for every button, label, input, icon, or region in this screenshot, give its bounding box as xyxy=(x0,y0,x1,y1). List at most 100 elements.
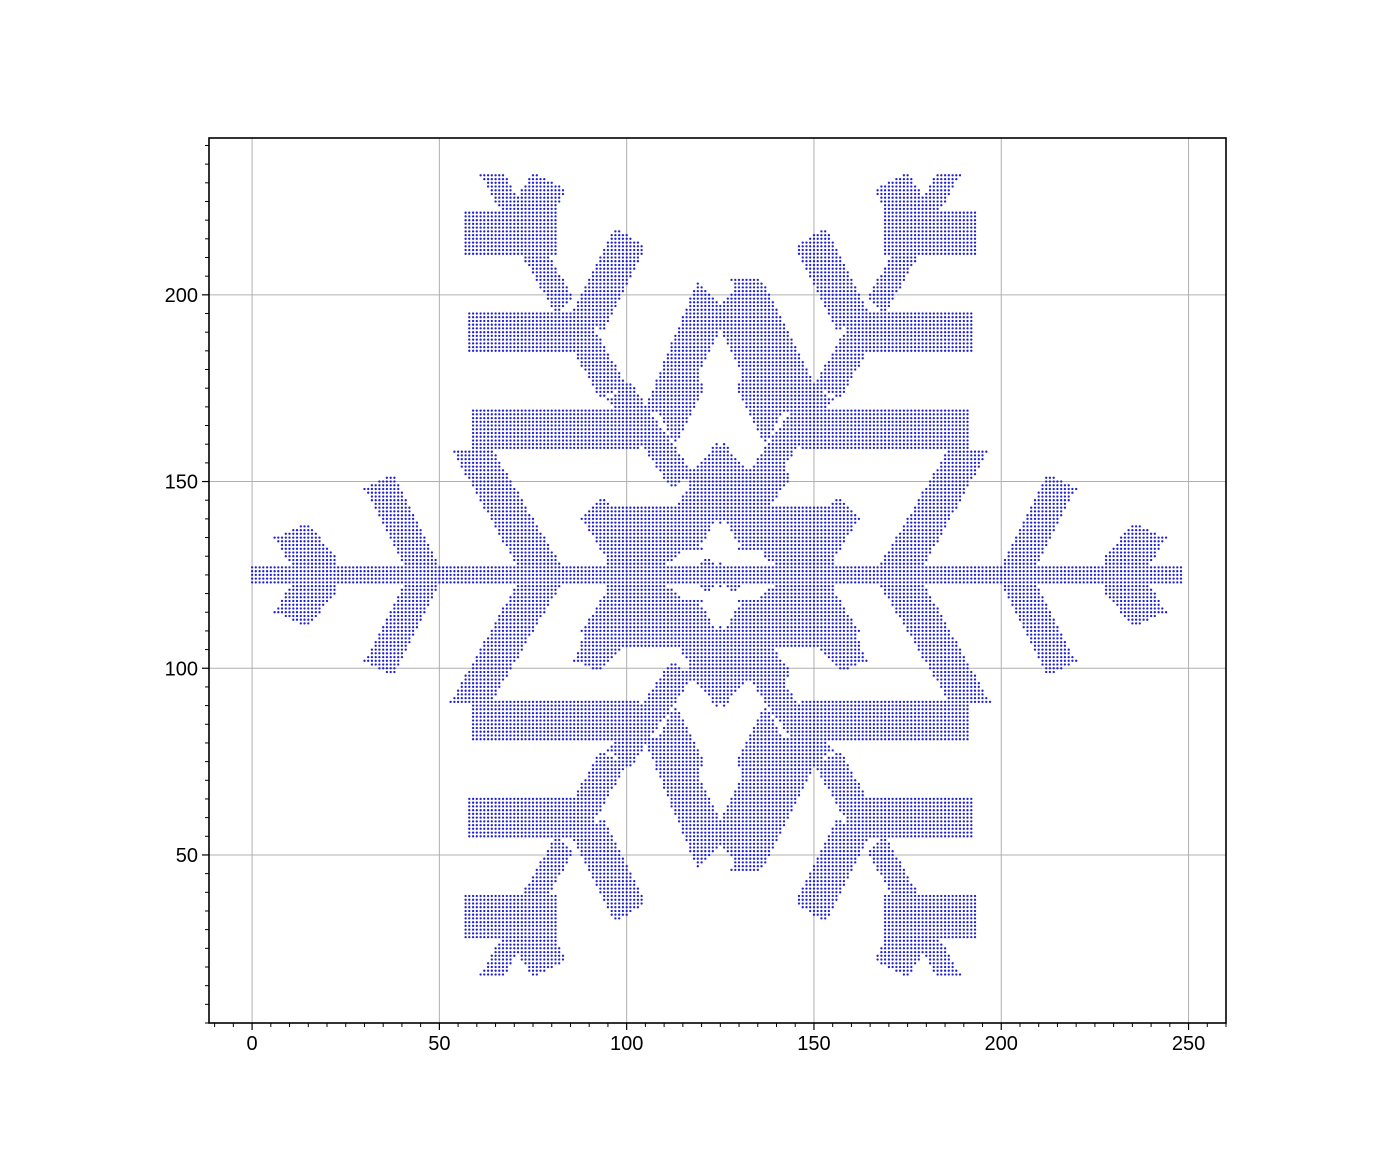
data-point xyxy=(415,577,419,580)
data-point xyxy=(483,495,486,498)
data-point xyxy=(599,409,602,412)
data-point xyxy=(292,577,295,580)
data-point xyxy=(513,502,516,506)
data-point xyxy=(569,734,572,737)
data-point xyxy=(509,446,512,450)
data-point xyxy=(475,812,478,816)
data-point xyxy=(471,230,475,233)
data-point xyxy=(520,540,523,543)
data-point xyxy=(516,924,520,928)
data-point xyxy=(550,876,553,879)
data-point xyxy=(550,812,553,816)
data-point xyxy=(554,420,557,423)
data-point xyxy=(595,431,598,435)
data-point xyxy=(479,252,482,255)
data-point xyxy=(520,715,523,718)
data-point xyxy=(539,327,542,330)
data-point xyxy=(546,248,550,252)
data-point xyxy=(595,797,598,801)
data-point xyxy=(486,678,490,681)
data-point xyxy=(595,655,598,659)
data-point xyxy=(494,962,497,965)
data-point xyxy=(262,566,265,569)
data-point xyxy=(490,685,493,689)
data-point xyxy=(599,510,602,513)
data-point xyxy=(550,932,553,935)
data-point xyxy=(603,394,606,397)
data-point xyxy=(483,420,486,423)
data-point xyxy=(520,607,523,610)
data-point xyxy=(404,566,407,569)
data-point xyxy=(573,797,576,801)
data-point xyxy=(554,443,557,446)
data-point xyxy=(558,420,561,423)
data-point xyxy=(531,446,535,450)
data-point xyxy=(494,726,497,730)
data-point xyxy=(505,420,508,423)
data-point xyxy=(415,566,419,569)
data-point xyxy=(591,570,595,573)
data-point xyxy=(554,838,557,842)
data-point xyxy=(382,502,385,506)
data-point xyxy=(456,700,460,704)
data-point xyxy=(509,820,512,823)
data-point xyxy=(494,327,497,330)
data-point xyxy=(468,906,471,909)
data-point xyxy=(546,809,550,812)
data-point xyxy=(468,248,471,252)
data-point xyxy=(389,622,392,625)
data-point xyxy=(295,540,299,543)
data-point xyxy=(535,711,538,715)
data-point xyxy=(322,543,325,547)
data-point xyxy=(295,570,299,573)
data-point xyxy=(595,760,598,763)
data-point xyxy=(378,502,381,506)
data-point xyxy=(595,263,598,267)
data-point xyxy=(580,435,583,438)
data-point xyxy=(573,327,576,330)
data-point xyxy=(516,943,520,946)
data-point xyxy=(513,954,516,957)
data-point xyxy=(505,528,508,532)
data-point xyxy=(509,484,512,487)
data-point xyxy=(509,573,512,577)
data-point xyxy=(543,816,546,819)
data-point xyxy=(599,573,602,577)
data-point xyxy=(539,342,542,345)
data-point xyxy=(531,917,535,920)
data-point xyxy=(546,431,550,435)
data-point xyxy=(486,835,490,838)
data-point xyxy=(554,872,557,875)
data-point xyxy=(603,756,606,760)
data-point xyxy=(531,823,535,827)
data-point xyxy=(415,558,419,562)
data-point xyxy=(483,640,486,644)
data-point xyxy=(588,786,591,789)
data-point xyxy=(603,547,606,550)
data-point xyxy=(543,738,546,741)
data-point xyxy=(501,416,505,420)
data-point xyxy=(269,581,272,584)
data-point xyxy=(382,573,385,577)
data-point xyxy=(591,659,595,662)
data-point xyxy=(483,812,486,816)
data-point xyxy=(558,954,561,957)
data-point xyxy=(404,577,407,580)
data-point xyxy=(543,797,546,801)
data-point xyxy=(314,588,317,591)
data-point xyxy=(419,596,422,599)
data-point xyxy=(580,715,583,718)
data-point xyxy=(288,570,291,573)
data-point xyxy=(505,431,508,435)
data-point xyxy=(374,566,377,569)
data-point xyxy=(389,517,392,521)
data-point xyxy=(520,204,523,207)
data-point xyxy=(475,566,478,569)
data-point xyxy=(520,614,523,618)
data-point xyxy=(603,738,606,741)
data-point xyxy=(329,558,332,562)
data-point xyxy=(599,528,602,532)
data-point xyxy=(486,316,490,319)
data-point xyxy=(543,909,546,913)
data-point xyxy=(603,764,606,767)
